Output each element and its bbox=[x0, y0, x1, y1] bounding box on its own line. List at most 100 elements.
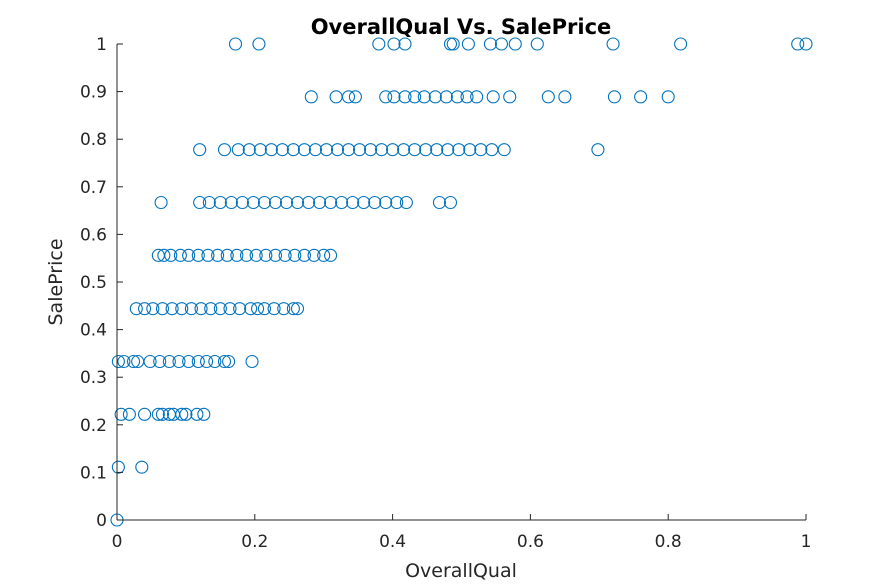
data-point bbox=[324, 248, 338, 262]
data-point bbox=[398, 37, 412, 51]
data-point bbox=[213, 302, 227, 316]
data-point bbox=[461, 37, 475, 51]
data-point bbox=[267, 302, 281, 316]
x-tick-label: 1 bbox=[801, 532, 812, 552]
data-point bbox=[286, 302, 300, 316]
data-point bbox=[290, 195, 305, 210]
data-point bbox=[202, 195, 216, 210]
data-point bbox=[503, 90, 517, 104]
data-point bbox=[307, 248, 321, 262]
data-point bbox=[230, 248, 244, 262]
data-point bbox=[417, 90, 431, 104]
data-points bbox=[110, 37, 813, 527]
data-point bbox=[443, 37, 458, 51]
data-point bbox=[450, 90, 464, 104]
data-point bbox=[591, 143, 605, 157]
data-point bbox=[264, 143, 278, 157]
data-point bbox=[143, 354, 157, 369]
data-point bbox=[387, 37, 401, 51]
data-point bbox=[474, 143, 488, 157]
data-point bbox=[211, 248, 225, 262]
data-point bbox=[341, 143, 356, 157]
data-point bbox=[277, 302, 291, 316]
y-tick-label: 0.8 bbox=[80, 130, 107, 150]
data-point bbox=[114, 407, 128, 421]
data-point bbox=[217, 143, 232, 157]
data-point bbox=[223, 302, 237, 316]
data-point bbox=[259, 248, 273, 262]
data-point bbox=[251, 302, 265, 316]
data-point bbox=[791, 37, 805, 51]
y-tick-label: 0 bbox=[96, 511, 107, 531]
data-point bbox=[330, 143, 345, 157]
data-point bbox=[122, 407, 136, 421]
data-point bbox=[432, 195, 447, 210]
data-point bbox=[634, 90, 648, 104]
data-point bbox=[200, 354, 214, 369]
data-point bbox=[126, 354, 141, 369]
data-point bbox=[288, 248, 302, 262]
data-point bbox=[375, 143, 389, 157]
data-point bbox=[155, 407, 170, 421]
data-point bbox=[190, 407, 204, 421]
data-point bbox=[308, 143, 322, 157]
data-point bbox=[249, 248, 263, 262]
data-point bbox=[117, 354, 131, 369]
data-point bbox=[175, 302, 189, 316]
data-point bbox=[398, 90, 412, 104]
y-tick-label: 0.3 bbox=[80, 368, 107, 388]
data-point bbox=[151, 407, 165, 421]
data-point bbox=[138, 407, 152, 421]
data-point bbox=[235, 195, 249, 210]
data-point bbox=[408, 143, 422, 157]
data-point bbox=[173, 248, 187, 262]
data-point bbox=[253, 143, 267, 157]
y-tick-label: 0.2 bbox=[80, 416, 107, 436]
data-point bbox=[208, 354, 222, 369]
data-point bbox=[231, 143, 245, 157]
data-point bbox=[197, 407, 211, 421]
data-point bbox=[558, 90, 572, 104]
x-tick-label: 0 bbox=[112, 532, 123, 552]
data-point bbox=[191, 354, 205, 369]
data-point bbox=[164, 248, 178, 262]
data-point bbox=[386, 143, 400, 157]
data-point bbox=[486, 90, 500, 104]
data-point bbox=[408, 90, 422, 104]
x-axis-title: OverallQual bbox=[405, 560, 517, 582]
data-point bbox=[245, 354, 259, 369]
data-point bbox=[430, 143, 444, 157]
data-point bbox=[606, 37, 620, 51]
data-point bbox=[390, 195, 404, 210]
data-point bbox=[182, 248, 196, 262]
data-point bbox=[222, 354, 236, 369]
y-tick-label: 0.1 bbox=[80, 463, 107, 483]
data-point bbox=[508, 37, 522, 51]
data-point bbox=[228, 37, 243, 51]
data-point bbox=[329, 90, 343, 104]
data-point bbox=[352, 143, 367, 157]
data-point bbox=[217, 354, 232, 369]
data-point bbox=[428, 90, 442, 104]
data-point bbox=[799, 37, 813, 51]
data-point bbox=[348, 90, 362, 104]
data-point bbox=[111, 354, 125, 369]
data-point bbox=[193, 143, 207, 157]
data-point bbox=[297, 143, 311, 157]
data-point bbox=[213, 195, 227, 210]
data-point bbox=[364, 143, 378, 157]
y-axis-ticks: 0 0.1 0.2 0.3 0.4 0.5 0.6 0.7 0.8 0.9 1 bbox=[80, 35, 123, 531]
data-point bbox=[494, 37, 509, 51]
data-point bbox=[346, 195, 360, 210]
data-point bbox=[317, 248, 331, 262]
data-point bbox=[257, 302, 271, 316]
y-tick-label: 0.7 bbox=[80, 178, 107, 198]
x-tick-label: 0.6 bbox=[517, 532, 544, 552]
data-point bbox=[324, 195, 338, 210]
data-point bbox=[204, 302, 218, 316]
data-point bbox=[191, 248, 205, 262]
data-point bbox=[278, 248, 292, 262]
data-point bbox=[387, 90, 401, 104]
data-point bbox=[419, 143, 433, 157]
